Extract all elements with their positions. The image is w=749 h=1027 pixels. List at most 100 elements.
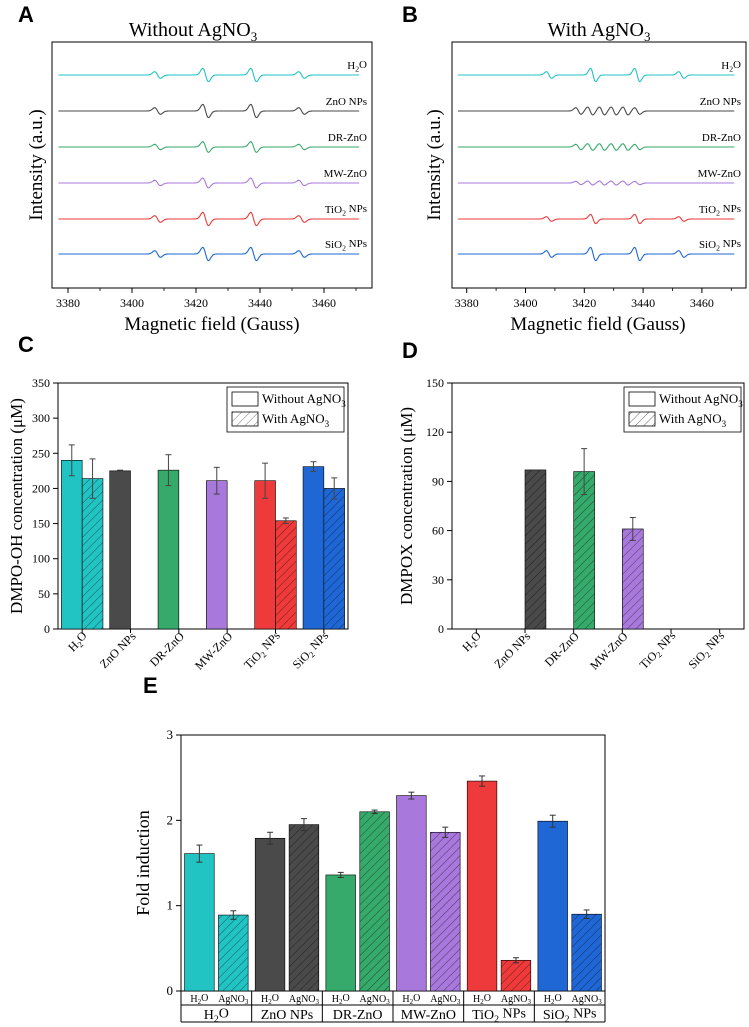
panel-e-bar-hatch-tio2-nps bbox=[501, 960, 531, 991]
panel-c-bar-hatch-sio2-nps bbox=[323, 488, 345, 629]
panel-e-group-label-mw-zno: MW-ZnO bbox=[401, 1008, 456, 1023]
panel-b-x-tick-label: 3440 bbox=[631, 296, 655, 310]
panel-letter-c: C bbox=[18, 332, 34, 357]
panel-b-trace-zno-nps bbox=[457, 106, 735, 116]
panel-b: With AgNO3 H2O ZnO NPs DR-ZnO MW-ZnO TiO2 NP… bbox=[424, 19, 747, 335]
panel-c-error-bar-sio2-nps-without bbox=[310, 461, 317, 473]
panel-c-x-tick-label: H2O bbox=[64, 628, 91, 655]
panel-e-error-bar-sio2-nps-agno3 bbox=[583, 909, 590, 919]
panel-a-y-axis-label: Intensity (a.u.) bbox=[26, 109, 47, 220]
panel-c-error-bar-mw-zno-without bbox=[213, 466, 220, 495]
panel-d-x-tick-label: ZnO NPs bbox=[491, 629, 533, 671]
panel-e: H2O AgNO3 H2O H2O AgNO3 ZnO NPs H2O AgNO3 DR-ZnO… bbox=[133, 727, 606, 1025]
panel-a-x-axis-label: Magnetic field (Gauss) bbox=[124, 314, 299, 335]
panel-c-bar-dr-zno-without bbox=[157, 469, 180, 630]
panel-b-trace-sio2-nps bbox=[457, 246, 735, 262]
panel-c-bar-hatch-h2o bbox=[82, 478, 103, 629]
panel-e-error-bar-mw-zno-agno3 bbox=[442, 826, 449, 838]
panel-b-trace-label-tio2-nps: TiO2 NPs bbox=[699, 203, 741, 217]
panel-a-trace-sio2-nps bbox=[58, 246, 360, 262]
panel-d-x-tick-label: DR-ZnO bbox=[542, 629, 582, 669]
panel-letter-d: D bbox=[402, 338, 418, 363]
panel-e-group-label-zno-nps: ZnO NPs bbox=[261, 1008, 314, 1023]
panel-c-error-bar-dr-zno-without bbox=[165, 454, 172, 487]
panel-a-title: Without AgNO3 bbox=[129, 19, 257, 44]
panel-a-trace-dr-zno bbox=[58, 141, 360, 153]
panel-c-x-tick-label: SiO2 NPs bbox=[289, 628, 333, 672]
panel-e-bar-dr-zno-h2o bbox=[325, 874, 356, 992]
panel-d-error-bar-mw-zno-with bbox=[629, 516, 636, 541]
panel-a-trace-zno-nps bbox=[58, 103, 360, 119]
panel-e-bar-hatch-dr-zno bbox=[359, 811, 390, 991]
panel-e-error-bar-zno-nps-agno3 bbox=[300, 818, 307, 832]
panel-e-bar-hatch-sio2-nps bbox=[571, 914, 602, 991]
panel-a-trace-h2o bbox=[58, 67, 360, 83]
panel-letter-e: E bbox=[143, 673, 158, 698]
panel-e-y-tick-label: 3 bbox=[167, 727, 174, 742]
panel-c-y-tick-label: 250 bbox=[32, 446, 50, 460]
panel-e-sub-label: H2O bbox=[190, 993, 208, 1006]
panel-d-bar-hatch-dr-zno bbox=[573, 471, 595, 629]
panel-c-x-tick-label: ZnO NPs bbox=[97, 629, 139, 671]
panel-b-trace-mw-zno bbox=[457, 180, 735, 186]
panel-e-y-tick-label: 1 bbox=[167, 898, 174, 913]
panel-e-bar-h2o-h2o bbox=[184, 853, 215, 992]
panel-b-trace-label-sio2-nps: SiO2 NPs bbox=[699, 238, 741, 252]
panel-b-y-axis-label: Intensity (a.u.) bbox=[424, 109, 445, 220]
panel-e-y-tick-label: 0 bbox=[167, 983, 174, 998]
panel-c-error-bar-h2o-with bbox=[89, 458, 96, 499]
panel-d-x-tick-label: MW-ZnO bbox=[587, 629, 631, 673]
panel-d-error-bar-dr-zno-with bbox=[581, 448, 588, 496]
panel-c-y-tick-label: 0 bbox=[44, 622, 50, 636]
panel-e-bar-tio2-nps-h2o bbox=[466, 780, 498, 992]
panel-a-x-tick-label: 3460 bbox=[312, 296, 336, 310]
panel-c-y-tick-label: 350 bbox=[32, 376, 50, 390]
panel-e-sub-label: H2O bbox=[332, 993, 350, 1006]
panel-e-y-tick-label: 2 bbox=[167, 812, 174, 827]
legend-label-without: Without AgNO3 bbox=[659, 391, 743, 409]
panel-b-plot-frame bbox=[451, 41, 747, 289]
panel-e-error-bar-h2o-h2o bbox=[196, 844, 203, 863]
panel-e-sub-label: AgNO3 bbox=[430, 994, 461, 1006]
legend-swatch-with bbox=[231, 411, 259, 427]
legend-swatch-without bbox=[628, 391, 656, 407]
panel-c-plot-frame bbox=[57, 382, 349, 630]
panel-b-trace-tio2-nps bbox=[457, 213, 735, 225]
panel-d-plot-frame bbox=[451, 382, 745, 630]
panel-a-x-tick-label: 3440 bbox=[248, 296, 272, 310]
panel-a-x-tick-label: 3400 bbox=[120, 296, 144, 310]
panel-e-sub-label: AgNO3 bbox=[572, 994, 603, 1006]
panel-b-trace-label-dr-zno: DR-ZnO bbox=[702, 132, 741, 144]
panel-c-bar-h2o-without bbox=[61, 460, 83, 630]
panel-c-error-bar-sio2-nps-with bbox=[331, 477, 338, 500]
panel-e-bar-hatch-zno-nps bbox=[289, 824, 319, 991]
panel-d-legend: Without AgNO3 With AgNO3 bbox=[623, 386, 743, 433]
panel-e-sub-label: H2O bbox=[261, 993, 279, 1006]
panel-a-trace-label-zno-nps: ZnO NPs bbox=[326, 96, 367, 108]
panel-e-error-bar-sio2-nps-h2o bbox=[549, 814, 556, 828]
panel-e-sub-label: H2O bbox=[473, 993, 491, 1006]
panel-d-x-tick-label: SiO2 NPs bbox=[685, 628, 729, 672]
panel-d-y-tick-label: 60 bbox=[432, 524, 444, 538]
panel-e-sub-label: H2O bbox=[402, 993, 420, 1006]
panel-e-sub-label: AgNO3 bbox=[501, 994, 532, 1006]
legend-label-with: With AgNO3 bbox=[262, 411, 330, 429]
panel-e-group-label-dr-zno: DR-ZnO bbox=[333, 1008, 383, 1023]
panel-c-error-bar-tio2-nps-without bbox=[262, 462, 269, 499]
panel-d-bar-hatch-mw-zno bbox=[622, 528, 644, 629]
panel-e-sub-label: AgNO3 bbox=[218, 994, 249, 1006]
panel-e-error-bar-mw-zno-h2o bbox=[408, 791, 415, 800]
panel-b-x-tick-label: 3400 bbox=[514, 296, 538, 310]
panel-a: Without AgNO3 H2O ZnO NPs DR-ZnO MW-ZnO TiO2… bbox=[26, 19, 373, 335]
panel-e-bar-zno-nps-h2o bbox=[254, 837, 286, 992]
panel-c-bar-zno-nps-without bbox=[109, 470, 131, 630]
panel-c-y-axis-label: DMPO-OH concentration (μM) bbox=[7, 398, 26, 614]
panel-letter-a: A bbox=[18, 2, 34, 27]
panel-a-x-tick-label: 3420 bbox=[184, 296, 208, 310]
panel-c-x-tick-label: DR-ZnO bbox=[147, 629, 187, 669]
panel-e-error-bar-tio2-nps-agno3 bbox=[512, 957, 519, 964]
legend-label-without: Without AgNO3 bbox=[262, 391, 346, 409]
panel-c-y-tick-label: 50 bbox=[38, 587, 50, 601]
panel-a-trace-label-dr-zno: DR-ZnO bbox=[328, 132, 367, 144]
